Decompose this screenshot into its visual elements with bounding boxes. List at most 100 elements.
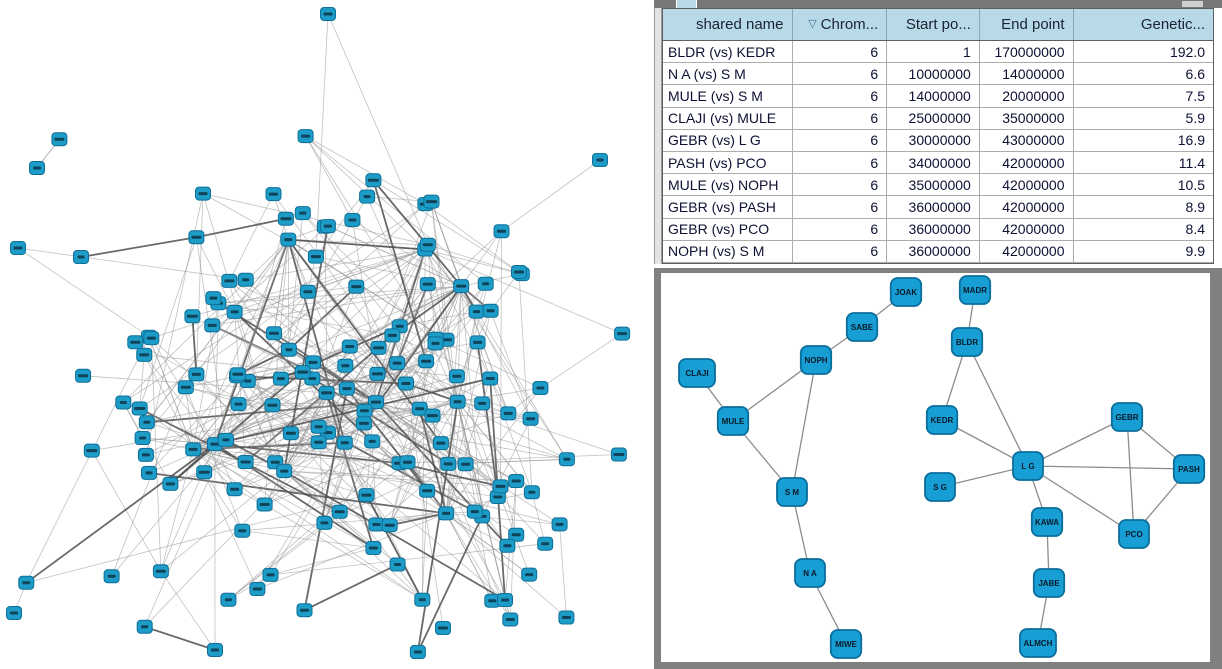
network-node[interactable] [469,335,486,350]
network-edge[interactable] [315,256,462,287]
network-edge[interactable] [460,230,502,287]
network-edge[interactable] [144,625,216,651]
network-node[interactable] [423,194,440,209]
network-node[interactable] [521,567,538,582]
network-edge[interactable] [17,247,152,339]
network-edge[interactable] [196,237,235,313]
column-header-genetic[interactable]: Genetic... [1074,9,1213,40]
network-edge[interactable] [202,193,285,472]
network-edge[interactable] [111,387,187,577]
network-node[interactable] [432,436,449,451]
network-edge[interactable] [344,249,426,366]
network-edge[interactable] [392,335,491,379]
network-node[interactable] [256,497,273,512]
table-row[interactable]: N A (vs) S M 6 10000000 14000000 6.6 [663,63,1213,86]
network-node-pash[interactable]: PASH [1172,454,1206,484]
network-node[interactable] [217,432,234,447]
detail-network-canvas[interactable]: JOAK MADR SABE BLDR NOPH CLAJI MULE KEDR GEBR L G… [648,268,1222,669]
table-row[interactable]: NOPH (vs) S M 6 36000000 42000000 9.9 [663,240,1213,263]
network-node[interactable] [185,442,202,457]
network-edge[interactable] [212,325,517,482]
network-edge[interactable] [83,375,327,394]
network-edge[interactable] [460,286,483,517]
network-edge[interactable] [123,201,432,403]
network-edge[interactable] [363,401,458,424]
network-edge[interactable] [17,247,246,281]
network-edge[interactable] [245,378,282,463]
network-node[interactable] [453,279,470,294]
table-row[interactable]: MULE (vs) NOPH 6 35000000 42000000 10.5 [663,174,1213,197]
network-edge[interactable] [160,570,216,651]
network-node[interactable] [220,592,237,607]
network-node[interactable] [297,129,314,144]
network-node[interactable] [369,366,386,381]
network-node-pco[interactable]: PCO [1118,519,1150,549]
table-row[interactable]: MULE (vs) S M 6 14000000 20000000 7.5 [663,85,1213,108]
network-node[interactable] [310,419,327,434]
network-node[interactable] [558,452,575,467]
network-node[interactable] [398,376,414,391]
network-node[interactable] [364,434,381,449]
table-row[interactable]: PASH (vs) PCO 6 34000000 42000000 11.4 [663,151,1213,175]
network-edge[interactable] [225,439,408,463]
node-shape[interactable] [845,312,879,342]
network-edge[interactable] [365,494,424,601]
filter-icon[interactable]: ▽ [808,18,817,30]
network-node[interactable] [143,331,160,346]
network-edge[interactable] [425,249,623,334]
node-shape[interactable] [950,327,984,357]
network-node[interactable] [310,435,327,450]
network-edge[interactable] [264,504,423,601]
network-edge[interactable] [139,291,309,409]
network-node[interactable] [368,395,384,410]
network-node[interactable] [502,612,519,627]
table-row[interactable]: BLDR (vs) KEDR 6 1 170000000 192.0 [663,41,1213,64]
network-node[interactable] [482,303,499,318]
network-node[interactable] [205,291,222,306]
network-edge[interactable] [284,470,517,482]
network-edge[interactable] [424,249,477,312]
network-node-l-g[interactable]: L G [1012,451,1044,481]
network-node[interactable] [457,457,474,472]
network-edge[interactable] [283,283,429,472]
network-edge[interactable] [446,513,560,525]
network-edge[interactable] [237,239,289,375]
network-edge[interactable] [302,212,458,402]
network-edge[interactable] [531,492,546,544]
network-node[interactable] [249,582,266,596]
network-edge[interactable] [228,461,408,601]
network-node[interactable] [51,132,68,147]
network-node[interactable] [152,564,169,579]
network-node[interactable] [341,339,358,354]
network-edge[interactable] [490,310,531,419]
network-edge[interactable] [396,283,429,364]
network-node-gebr[interactable]: GEBR [1110,402,1144,432]
network-node[interactable] [482,371,499,386]
network-node[interactable] [370,340,387,355]
network-node[interactable] [272,371,289,386]
network-edge[interactable] [425,249,522,275]
network-node[interactable] [435,621,451,635]
node-shape[interactable] [1032,568,1066,598]
network-edge[interactable] [501,159,601,232]
network-edge[interactable] [791,359,817,493]
network-node[interactable] [344,213,361,227]
node-shape[interactable] [1030,507,1064,537]
network-edge[interactable] [304,563,398,612]
network-node[interactable] [427,336,444,351]
network-edge[interactable] [273,291,309,334]
network-node[interactable] [411,401,428,416]
node-shape[interactable] [799,345,833,375]
network-edge[interactable] [169,361,314,485]
network-node[interactable] [282,426,299,441]
network-node[interactable] [466,504,483,519]
network-node[interactable] [419,237,436,252]
network-node[interactable] [492,479,509,494]
network-edge[interactable] [305,135,353,221]
network-edge[interactable] [389,512,447,527]
network-node[interactable] [384,328,401,343]
network-node[interactable] [115,395,132,410]
network-node-kawa[interactable]: KAWA [1030,507,1064,537]
node-shape[interactable] [889,277,923,307]
network-edge[interactable] [144,439,227,627]
